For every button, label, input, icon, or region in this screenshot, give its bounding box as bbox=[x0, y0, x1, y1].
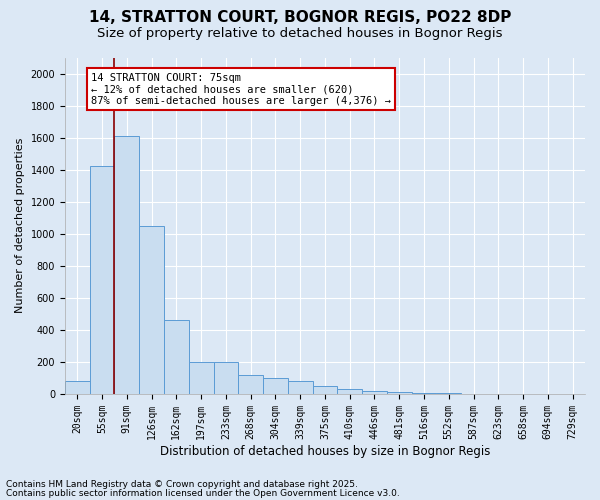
Y-axis label: Number of detached properties: Number of detached properties bbox=[15, 138, 25, 314]
Text: Contains HM Land Registry data © Crown copyright and database right 2025.: Contains HM Land Registry data © Crown c… bbox=[6, 480, 358, 489]
Text: Size of property relative to detached houses in Bognor Regis: Size of property relative to detached ho… bbox=[97, 28, 503, 40]
Bar bbox=[412, 393, 436, 394]
Text: 14 STRATTON COURT: 75sqm
← 12% of detached houses are smaller (620)
87% of semi-: 14 STRATTON COURT: 75sqm ← 12% of detach… bbox=[91, 72, 391, 106]
Text: Contains public sector information licensed under the Open Government Licence v3: Contains public sector information licen… bbox=[6, 488, 400, 498]
Bar bbox=[189, 362, 214, 394]
Bar bbox=[288, 381, 313, 394]
Bar bbox=[89, 166, 115, 394]
Bar bbox=[337, 389, 362, 394]
Text: 14, STRATTON COURT, BOGNOR REGIS, PO22 8DP: 14, STRATTON COURT, BOGNOR REGIS, PO22 8… bbox=[89, 10, 511, 25]
Bar bbox=[164, 320, 189, 394]
Bar bbox=[139, 226, 164, 394]
Bar bbox=[115, 136, 139, 394]
Bar bbox=[65, 381, 89, 394]
Bar bbox=[263, 378, 288, 394]
Bar bbox=[387, 392, 412, 394]
Bar bbox=[214, 362, 238, 394]
X-axis label: Distribution of detached houses by size in Bognor Regis: Distribution of detached houses by size … bbox=[160, 444, 490, 458]
Bar bbox=[313, 386, 337, 394]
Bar bbox=[362, 391, 387, 394]
Bar bbox=[238, 374, 263, 394]
